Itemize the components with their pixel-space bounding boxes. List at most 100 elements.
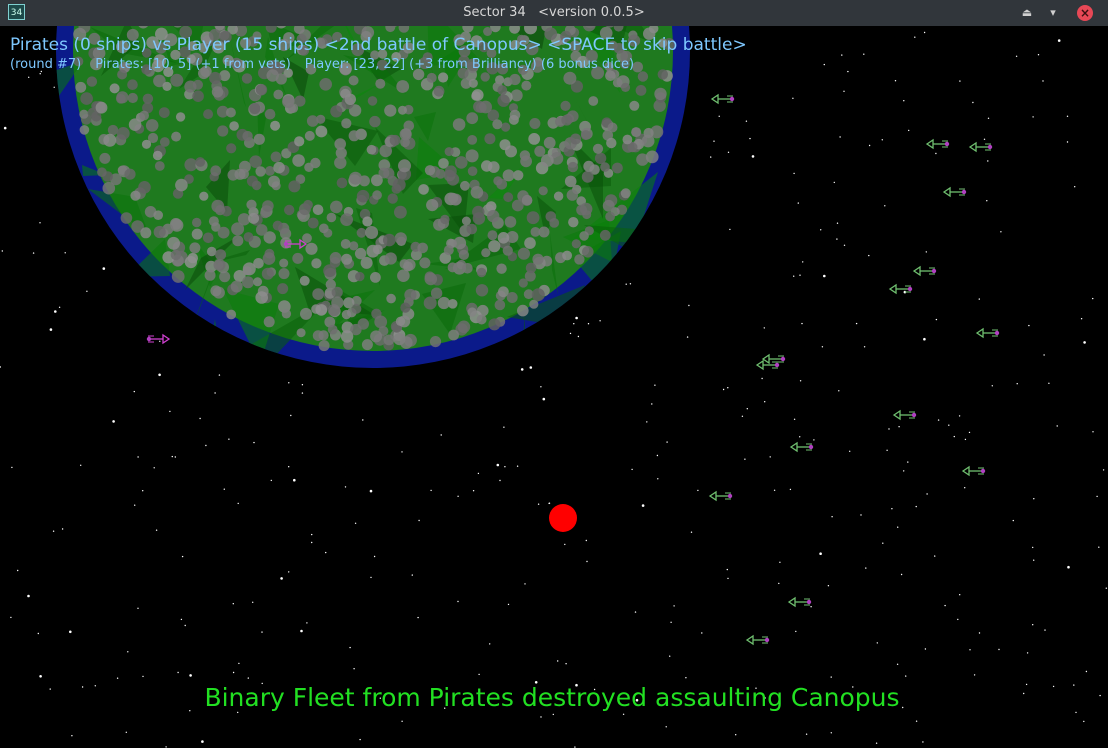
population-dot <box>214 26 225 31</box>
population-dot <box>458 45 471 58</box>
close-button[interactable]: × <box>1077 5 1093 21</box>
population-dot <box>142 93 154 105</box>
player-ship[interactable] <box>892 409 917 421</box>
star <box>987 160 989 162</box>
population-dot <box>299 275 310 286</box>
population-dot <box>248 212 260 224</box>
population-dot <box>272 220 283 231</box>
player-ship[interactable] <box>787 596 812 608</box>
population-dot <box>518 278 528 288</box>
player-ship[interactable] <box>789 441 814 453</box>
star-core[interactable] <box>549 504 577 532</box>
population-dot <box>403 261 413 272</box>
planet-canopus[interactable] <box>43 26 690 380</box>
population-dot <box>195 157 206 167</box>
population-dot <box>418 57 431 70</box>
player-ship[interactable] <box>968 141 993 153</box>
star <box>472 490 475 492</box>
population-dot <box>351 43 365 57</box>
population-dot <box>412 68 425 81</box>
star <box>0 366 1 368</box>
population-dot <box>311 258 322 269</box>
terrain-facet <box>56 61 83 119</box>
star <box>565 663 567 665</box>
player-ship[interactable] <box>961 465 986 477</box>
player-ship[interactable] <box>925 138 950 150</box>
player-ship[interactable] <box>708 490 733 502</box>
population-dot <box>437 296 450 310</box>
population-dot <box>332 31 343 43</box>
player-ship[interactable] <box>942 186 967 198</box>
population-dot <box>336 177 348 189</box>
player-ship[interactable] <box>745 634 770 646</box>
population-dot <box>506 231 519 243</box>
star <box>914 36 916 38</box>
star <box>986 200 988 202</box>
population-dot <box>424 272 438 286</box>
player-ship[interactable] <box>761 353 786 365</box>
population-dot <box>637 71 649 82</box>
population-dot <box>562 250 572 261</box>
population-dot <box>534 145 546 157</box>
population-dot <box>458 55 470 67</box>
star <box>1075 711 1077 714</box>
population-dot <box>384 252 397 265</box>
population-dot <box>478 41 490 53</box>
pirate-ship[interactable] <box>283 238 308 250</box>
population-dot <box>175 178 188 192</box>
population-dot <box>378 167 390 179</box>
star <box>540 716 542 718</box>
star <box>440 434 442 436</box>
keep-above-button[interactable]: ⏏ <box>1018 4 1036 22</box>
star <box>830 676 832 678</box>
population-dot <box>103 133 117 147</box>
star <box>1023 692 1025 695</box>
star <box>540 386 542 388</box>
star <box>629 283 632 285</box>
population-dot <box>517 64 529 75</box>
star <box>1057 39 1061 42</box>
player-ship[interactable] <box>912 265 937 277</box>
star <box>841 54 843 56</box>
population-dot <box>571 239 581 249</box>
star <box>891 508 893 510</box>
star <box>983 138 986 140</box>
star <box>903 100 905 102</box>
star <box>32 252 35 254</box>
player-ship[interactable] <box>975 327 1000 339</box>
star <box>165 746 167 748</box>
star <box>797 202 799 204</box>
population-dot <box>528 133 541 145</box>
population-dot <box>249 155 262 168</box>
population-dot <box>549 218 560 228</box>
population-dot <box>503 192 514 203</box>
star <box>969 649 971 651</box>
star <box>701 632 703 634</box>
minimize-button[interactable]: ▾ <box>1044 4 1062 22</box>
star <box>81 686 84 688</box>
population-dot <box>481 160 493 172</box>
player-ship[interactable] <box>888 283 913 295</box>
terrain-facet <box>283 57 309 100</box>
pirate-ship[interactable] <box>146 333 171 345</box>
population-dot <box>355 271 365 282</box>
population-dot <box>538 226 550 238</box>
population-dot <box>184 158 198 172</box>
star <box>587 323 590 325</box>
population-dot <box>262 200 274 212</box>
population-dot <box>497 232 510 244</box>
population-dot <box>225 107 236 118</box>
app-icon[interactable]: 34 <box>8 4 25 20</box>
player-ship[interactable] <box>710 93 735 105</box>
star <box>923 31 926 34</box>
population-dot <box>270 151 282 163</box>
star <box>477 472 480 475</box>
battle-view[interactable]: Pirates (0 ships) vs Player (15 ships) <… <box>0 26 1108 748</box>
title-bar[interactable]: 34 Sector 34 <version 0.0.5> ⏏ ▾ × <box>0 0 1108 26</box>
star <box>843 90 845 93</box>
player-ship[interactable] <box>755 359 780 371</box>
population-dot <box>110 173 122 186</box>
population-dot <box>170 73 184 87</box>
population-dot <box>475 284 489 297</box>
terrain-facet <box>414 112 436 141</box>
